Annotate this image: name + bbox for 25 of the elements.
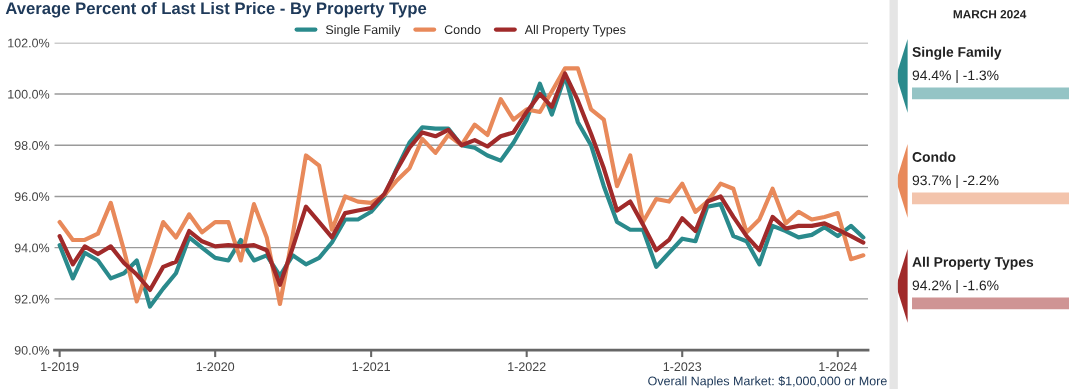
x-tick-label: 1-2022: [508, 362, 546, 372]
x-tick-label: 1-2020: [196, 362, 235, 372]
y-tick-label: 100.0%: [8, 89, 50, 99]
legend-label: Single Family: [325, 24, 401, 37]
y-tick-label: 102.0%: [8, 38, 50, 48]
y-tick-label: 92.0%: [14, 294, 50, 304]
y-tick-label: 90.0%: [14, 345, 50, 355]
text: Overall Naples Market: $1,000,000 or More: [648, 375, 887, 388]
text: 94.4% | -1.3%: [912, 70, 999, 84]
category-label: Condo: [912, 151, 956, 162]
legend-label: All Property Types: [524, 24, 626, 37]
x-tick-label: 1-2021: [352, 362, 390, 372]
x-tick-label: 1-2023: [663, 362, 702, 372]
category-label: Single Family: [912, 46, 1002, 60]
text: 93.7% | -2.2%: [912, 175, 999, 189]
text: 94.2% | -1.6%: [912, 280, 999, 294]
x-tick-label: 1-2019: [41, 362, 79, 372]
y-tick-label: 96.0%: [14, 192, 50, 202]
chart-title: Average Percent of Last List Price - By Property Type: [5, 1, 427, 18]
legend-label: Condo: [444, 24, 481, 35]
text: MARCH 2024: [953, 10, 1027, 19]
y-tick-label: 98.0%: [14, 141, 50, 150]
category-label: All Property Types: [912, 256, 1034, 270]
x-tick-label: 1-2024: [819, 362, 857, 372]
y-tick-label: 94.0%: [14, 243, 50, 253]
